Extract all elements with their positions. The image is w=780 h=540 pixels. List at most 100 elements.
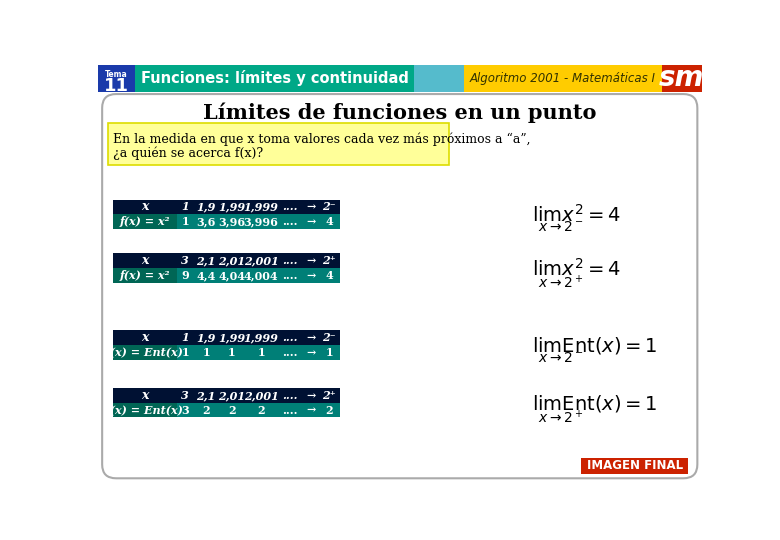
Text: 1,999: 1,999 xyxy=(243,201,278,212)
FancyBboxPatch shape xyxy=(102,94,697,478)
Text: $\lim \mathrm{Ent}(x) = 1$: $\lim \mathrm{Ent}(x) = 1$ xyxy=(531,393,657,414)
FancyBboxPatch shape xyxy=(113,403,340,417)
Text: 3,6: 3,6 xyxy=(197,216,216,227)
Text: 4,04: 4,04 xyxy=(218,270,246,281)
FancyBboxPatch shape xyxy=(113,388,340,403)
Text: $\lim x^2 = 4$: $\lim x^2 = 4$ xyxy=(531,204,620,226)
FancyBboxPatch shape xyxy=(113,345,176,360)
Text: f(x) = x²: f(x) = x² xyxy=(119,216,170,227)
Text: ....: .... xyxy=(282,270,297,281)
Text: ....: .... xyxy=(282,216,297,227)
Text: 3: 3 xyxy=(181,255,189,266)
Text: $x\rightarrow 2^-$: $x\rightarrow 2^-$ xyxy=(537,220,583,234)
Text: En la medida en que x toma valores cada vez más próximos a “a”,: En la medida en que x toma valores cada … xyxy=(113,132,530,146)
Text: x: x xyxy=(141,254,148,267)
Text: 2,01: 2,01 xyxy=(218,390,246,401)
Text: 1: 1 xyxy=(202,347,210,358)
FancyBboxPatch shape xyxy=(464,65,661,92)
Text: $x\rightarrow 2^-$: $x\rightarrow 2^-$ xyxy=(537,351,583,365)
FancyBboxPatch shape xyxy=(113,214,176,229)
Text: 2,01: 2,01 xyxy=(218,255,246,266)
Text: →: → xyxy=(306,255,315,266)
FancyBboxPatch shape xyxy=(135,65,413,92)
Text: 3: 3 xyxy=(181,390,189,401)
Text: $x\rightarrow 2^+$: $x\rightarrow 2^+$ xyxy=(537,274,583,292)
FancyBboxPatch shape xyxy=(113,403,176,417)
Text: ....: .... xyxy=(282,332,297,343)
FancyBboxPatch shape xyxy=(113,268,176,283)
Text: $\lim \mathrm{Ent}(x) = 1$: $\lim \mathrm{Ent}(x) = 1$ xyxy=(531,335,657,356)
FancyBboxPatch shape xyxy=(113,253,340,268)
Text: 1,9: 1,9 xyxy=(197,332,216,343)
Text: ....: .... xyxy=(282,404,297,416)
Text: →: → xyxy=(306,347,315,358)
Text: →: → xyxy=(306,390,315,401)
Text: f(x) = Ent(x): f(x) = Ent(x) xyxy=(106,347,184,358)
Text: 1,9: 1,9 xyxy=(197,201,216,212)
Text: 2⁻: 2⁻ xyxy=(322,332,336,343)
FancyBboxPatch shape xyxy=(113,214,340,229)
Text: 3: 3 xyxy=(181,404,189,416)
Text: 2: 2 xyxy=(202,404,210,416)
FancyBboxPatch shape xyxy=(98,65,135,92)
Text: 1,99: 1,99 xyxy=(218,201,246,212)
Text: ¿a quién se acerca f(x)?: ¿a quién se acerca f(x)? xyxy=(113,146,263,160)
Text: 4: 4 xyxy=(325,270,333,281)
Text: f(x) = x²: f(x) = x² xyxy=(119,270,170,281)
Text: 2,001: 2,001 xyxy=(243,255,278,266)
FancyBboxPatch shape xyxy=(581,458,688,474)
Text: 1,999: 1,999 xyxy=(243,332,278,343)
Text: 1: 1 xyxy=(181,216,189,227)
Text: 2,1: 2,1 xyxy=(197,255,216,266)
Text: 1: 1 xyxy=(228,347,236,358)
FancyBboxPatch shape xyxy=(113,200,340,214)
Text: →: → xyxy=(306,404,315,416)
Text: Funciones: límites y continuidad: Funciones: límites y continuidad xyxy=(141,70,409,86)
Text: 3,96: 3,96 xyxy=(218,216,246,227)
Text: 9: 9 xyxy=(181,270,189,281)
FancyBboxPatch shape xyxy=(113,330,340,345)
Text: 4: 4 xyxy=(325,216,333,227)
Text: 2⁺: 2⁺ xyxy=(322,255,336,266)
Text: x: x xyxy=(141,200,148,213)
Text: 3,996: 3,996 xyxy=(243,216,278,227)
Text: x: x xyxy=(141,389,148,402)
Text: 11: 11 xyxy=(104,77,129,95)
FancyBboxPatch shape xyxy=(113,268,340,283)
Text: 1,99: 1,99 xyxy=(218,332,246,343)
Text: $\lim x^2 = 4$: $\lim x^2 = 4$ xyxy=(531,258,620,280)
Text: ....: .... xyxy=(282,390,297,401)
Text: 4,4: 4,4 xyxy=(197,270,216,281)
Text: 2: 2 xyxy=(325,404,333,416)
Text: →: → xyxy=(306,332,315,343)
Text: ....: .... xyxy=(282,201,297,212)
Text: IMAGEN FINAL: IMAGEN FINAL xyxy=(587,460,682,472)
Text: x: x xyxy=(141,331,148,345)
Text: ....: .... xyxy=(282,347,297,358)
Text: 2,001: 2,001 xyxy=(243,390,278,401)
FancyBboxPatch shape xyxy=(108,123,449,165)
Text: f(x) = Ent(x): f(x) = Ent(x) xyxy=(106,404,184,416)
Text: ....: .... xyxy=(282,255,297,266)
Text: 4,004: 4,004 xyxy=(243,270,278,281)
Text: →: → xyxy=(306,201,315,212)
Text: 2⁺: 2⁺ xyxy=(322,390,336,401)
FancyBboxPatch shape xyxy=(661,65,702,92)
Text: Algoritmo 2001 - Matemáticas I: Algoritmo 2001 - Matemáticas I xyxy=(470,72,655,85)
Text: 1: 1 xyxy=(325,347,333,358)
Text: 2: 2 xyxy=(257,404,265,416)
Text: 1: 1 xyxy=(181,332,189,343)
Text: 1: 1 xyxy=(181,201,189,212)
Text: 2⁻: 2⁻ xyxy=(322,201,336,212)
Text: 2,1: 2,1 xyxy=(197,390,216,401)
FancyBboxPatch shape xyxy=(413,65,464,92)
Text: 1: 1 xyxy=(257,347,265,358)
Text: 1: 1 xyxy=(181,347,189,358)
FancyBboxPatch shape xyxy=(113,345,340,360)
Text: →: → xyxy=(306,270,315,281)
Text: Límites de funciones en un punto: Límites de funciones en un punto xyxy=(203,102,597,123)
Text: Tema: Tema xyxy=(105,70,127,79)
Text: →: → xyxy=(306,216,315,227)
Text: sm: sm xyxy=(659,64,704,92)
Text: $x\rightarrow 2^+$: $x\rightarrow 2^+$ xyxy=(537,409,583,426)
